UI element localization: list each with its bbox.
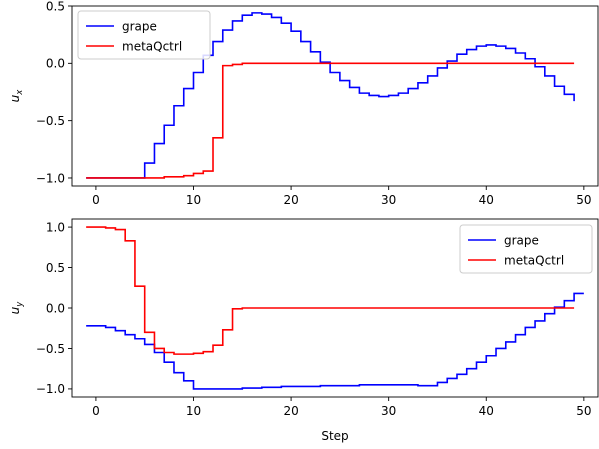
y-tick-label: 0.5	[46, 0, 65, 13]
x-tick-label: 30	[381, 193, 396, 207]
x-tick-label: 40	[479, 193, 494, 207]
x-tick-label: 30	[381, 404, 396, 418]
legend-box	[459, 224, 593, 274]
x-tick-label: 40	[479, 404, 494, 418]
legend-label-metaQctrl: metaQctrl	[122, 39, 182, 53]
x-tick-label: 0	[92, 404, 100, 418]
x-tick-label: 10	[186, 193, 201, 207]
legend: grape metaQctrl	[77, 10, 211, 60]
legend-box	[77, 10, 211, 60]
y-tick-label: −0.5	[36, 342, 65, 356]
x-tick-label: 50	[576, 193, 591, 207]
y-tick-label: −1.0	[36, 171, 65, 185]
y-tick-label: −1.0	[36, 382, 65, 396]
x-tick-label: 20	[283, 193, 298, 207]
x-tick-label: 10	[186, 404, 201, 418]
subplot-1: 0 10 20 30 40 50 −1.0 −0.5 0.0 0.5 ux grape metaQctr…	[8, 0, 599, 207]
series-line-grape	[86, 292, 584, 390]
legend-label-metaQctrl: metaQctrl	[504, 253, 564, 267]
y-tick-label: 0.0	[46, 301, 65, 315]
y-tick-label: 0.0	[46, 57, 65, 71]
y-tick-label: −0.5	[36, 114, 65, 128]
subplot-2: 0 10 20 30 40 50 −1.0 −0.5 0.0 0.5 1.0 uy Step grape m…	[8, 218, 599, 443]
y-tick-label: 1.0	[46, 220, 65, 234]
x-tick-label: 50	[576, 404, 591, 418]
axes-frame	[71, 5, 599, 187]
legend: grape metaQctrl	[459, 224, 593, 274]
legend-label-grape: grape	[504, 233, 539, 247]
legend-label-grape: grape	[122, 19, 157, 33]
series-line-grape	[86, 12, 575, 179]
y-axis-label: ux	[8, 89, 25, 103]
x-axis-label: Step	[321, 429, 348, 443]
series-line-metaQctrl	[86, 226, 575, 355]
y-tick-label: 0.5	[46, 261, 65, 275]
series-line-metaQctrl	[86, 62, 575, 179]
y-axis-label: uy	[8, 301, 25, 315]
x-tick-label: 0	[92, 193, 100, 207]
x-tick-label: 20	[283, 404, 298, 418]
